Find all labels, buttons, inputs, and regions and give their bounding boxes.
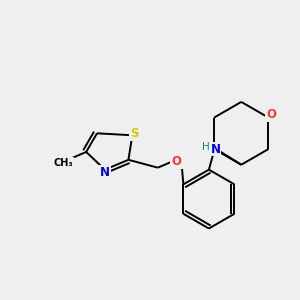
Text: N: N [100,166,110,179]
Text: CH₃: CH₃ [54,158,74,168]
Text: O: O [172,155,182,168]
Text: H: H [202,142,210,152]
Text: S: S [130,127,139,140]
Text: N: N [211,142,221,155]
Text: O: O [266,108,276,121]
